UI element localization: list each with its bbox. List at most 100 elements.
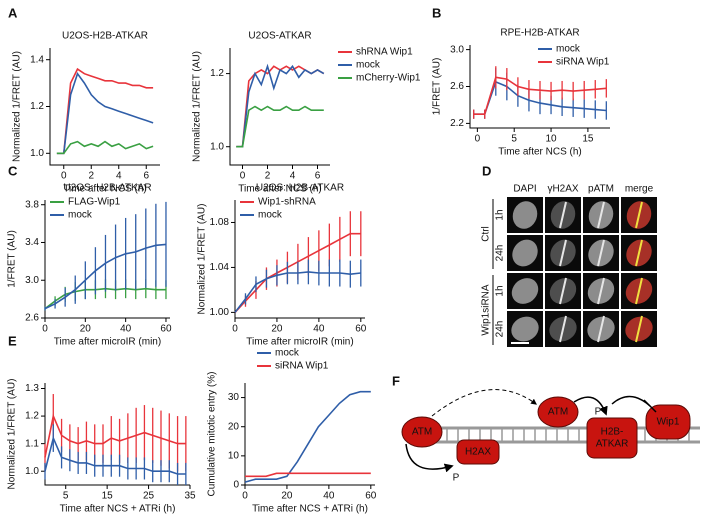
damage-stripe — [597, 201, 605, 229]
x-tick-label: 2 — [88, 171, 94, 182]
y-tick-label: 2.6 — [25, 313, 39, 324]
nucleus — [511, 316, 539, 342]
axis — [244, 383, 375, 486]
x-tick-label: 40 — [313, 324, 325, 335]
legend-label: siRNA Wip1 — [275, 361, 329, 372]
y-tick-label: 3.4 — [25, 237, 39, 248]
column-label: DAPI — [513, 184, 536, 195]
y-axis-label: Normalized 1/FRET (AU) — [192, 51, 203, 162]
x-tick-label: 0 — [242, 491, 248, 502]
legend-label: mock — [68, 210, 93, 221]
damage-stripe — [559, 201, 567, 229]
damage-stripe — [635, 277, 643, 305]
axis — [469, 45, 610, 129]
series-line — [234, 271, 361, 313]
x-tick-label: 5 — [63, 491, 69, 502]
y-tick-label: 1.04 — [210, 262, 230, 273]
damage-stripe — [635, 315, 643, 343]
protein-node — [586, 417, 638, 459]
chart-title: U2OS-H2B-ATKAR — [62, 31, 148, 42]
x-axis-label: Time after NCS (h) — [498, 147, 582, 158]
x-tick-label: 15 — [102, 491, 114, 502]
y-tick-label: 0 — [233, 480, 239, 491]
x-tick-label: 10 — [545, 134, 557, 145]
panel-letter: E — [8, 333, 17, 348]
y-tick-label: 1.2 — [30, 101, 44, 112]
y-axis-label: 1/FRET (AU) — [7, 230, 18, 288]
chart-title: RPE-H2B-ATKAR — [500, 28, 579, 39]
series-line — [244, 390, 371, 483]
series-line — [473, 76, 607, 115]
row-label: 24h — [495, 321, 506, 338]
legend-label: mock — [275, 348, 300, 359]
legend-label: siRNA Wip1 — [556, 57, 610, 68]
x-tick-label: 35 — [184, 491, 196, 502]
phospho-label: P — [595, 407, 602, 418]
x-tick-label: 6 — [315, 171, 321, 182]
nucleus — [512, 201, 538, 229]
x-tick-label: 0 — [42, 324, 48, 335]
x-tick-label: 20 — [281, 491, 293, 502]
x-axis-label: Time after microIR (min) — [246, 337, 353, 348]
legend-label: mock — [556, 44, 581, 55]
damage-stripe — [597, 239, 605, 267]
phosphorylation-arrow — [573, 396, 608, 416]
panel-letter: D — [482, 163, 491, 178]
damage-stripe — [635, 239, 643, 267]
x-tick-label: 0 — [240, 171, 246, 182]
x-axis-label: Time after microIR (min) — [54, 337, 161, 348]
nucleus — [511, 278, 539, 304]
series-line — [56, 71, 154, 155]
nucleus — [512, 239, 538, 267]
x-axis-label: Time after NCS + ATRi (h) — [60, 504, 176, 515]
damage-stripe — [559, 277, 567, 305]
series-line — [236, 65, 325, 148]
x-tick-label: 40 — [323, 491, 335, 502]
phosphorylation-arrow — [405, 443, 454, 473]
protein-node — [537, 396, 579, 428]
y-tick-label: 3.8 — [25, 199, 39, 210]
column-label: merge — [625, 184, 654, 195]
protein-label: H2AX — [465, 447, 491, 458]
y-tick-label: 3.0 — [25, 275, 39, 286]
y-axis-label: Normalized 1/FRET (AU) — [197, 204, 208, 315]
axis — [44, 383, 190, 486]
protein-label: H2B- — [601, 427, 624, 438]
damage-stripe — [597, 277, 605, 305]
y-tick-label: 10 — [228, 450, 240, 461]
axis — [44, 200, 170, 319]
protein-label: ATKAR — [596, 439, 629, 450]
x-axis-label: Time after NCS (h) — [238, 184, 322, 195]
axis — [234, 200, 365, 319]
chart-title: U2OS-ATKAR — [248, 31, 311, 42]
chart-title: U2OS: H2B-ATKAR — [256, 183, 344, 194]
x-tick-label: 0 — [475, 134, 481, 145]
y-tick-label: 1.0 — [210, 141, 224, 152]
series-line — [236, 105, 324, 148]
y-tick-label: 1.08 — [210, 217, 230, 228]
x-tick-label: 4 — [116, 171, 122, 182]
series-line — [44, 435, 186, 475]
y-tick-label: 1.2 — [25, 411, 39, 422]
legend-label: FLAG-Wip1 — [68, 197, 121, 208]
y-tick-label: 1.2 — [210, 68, 224, 79]
axis — [49, 48, 160, 166]
x-axis-label: Time after NCS (h) — [63, 184, 147, 195]
protein-label: Wip1 — [657, 417, 680, 428]
y-tick-label: 2.2 — [450, 118, 464, 129]
series-line — [236, 63, 325, 148]
protein-label: ATM — [548, 407, 568, 418]
x-tick-label: 20 — [80, 324, 92, 335]
damage-stripe — [559, 239, 567, 267]
x-tick-label: 5 — [511, 134, 517, 145]
inhibition-bar — [643, 399, 657, 413]
protein-node — [401, 416, 443, 448]
legend-label: shRNA Wip1 — [356, 47, 413, 58]
x-tick-label: 60 — [355, 324, 367, 335]
y-tick-label: 1.1 — [25, 438, 39, 449]
panel-letter: F — [392, 373, 400, 388]
damage-stripe — [597, 315, 605, 343]
series-line — [44, 243, 167, 310]
x-tick-label: 6 — [143, 171, 149, 182]
